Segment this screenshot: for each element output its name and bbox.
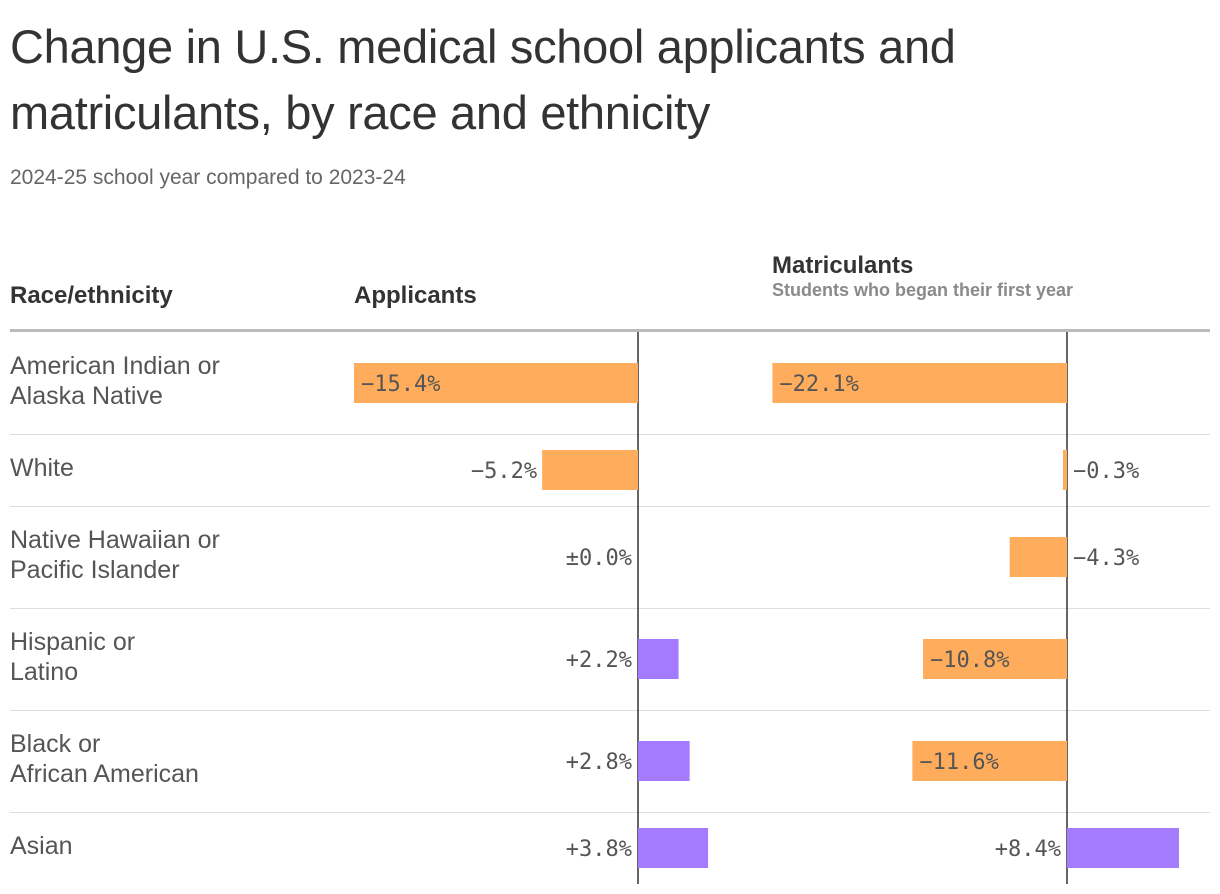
matriculants-column-subheader: Students who began their first year <box>772 280 1074 300</box>
data-label-matriculants: +8.4% <box>995 837 1061 862</box>
row-separator <box>10 710 1210 711</box>
data-label-matriculants: −0.3% <box>1073 459 1139 484</box>
data-label-applicants: +2.8% <box>566 750 632 775</box>
bar-applicants <box>638 828 709 868</box>
bar-matriculants <box>1067 828 1179 868</box>
data-label-applicants: −15.4% <box>361 372 440 397</box>
category-label: American Indian or Alaska Native <box>10 352 220 410</box>
race-column-header: Race/ethnicity <box>10 282 173 309</box>
data-label-matriculants: −4.3% <box>1073 546 1139 571</box>
bar-applicants <box>354 363 638 403</box>
bar-matriculants <box>1063 450 1067 490</box>
category-label: Asian <box>10 832 73 860</box>
data-label-applicants: −5.2% <box>471 459 537 484</box>
category-label: Hispanic or Latino <box>10 628 136 686</box>
bar-applicants <box>542 450 638 490</box>
category-label: Black or African American <box>10 730 199 788</box>
bar-matriculants <box>923 639 1067 679</box>
chart-title: Change in U.S. medical school applicants… <box>10 20 956 139</box>
bar-matriculants <box>1009 537 1067 577</box>
bar-matriculants <box>912 741 1067 781</box>
data-label-applicants: +2.2% <box>566 648 632 673</box>
row-separator <box>10 506 1210 507</box>
data-label-matriculants: −22.1% <box>779 372 858 397</box>
bar-applicants <box>638 639 679 679</box>
data-label-applicants: +3.8% <box>566 837 632 862</box>
header-rule <box>10 329 1210 332</box>
data-label-matriculants: −10.8% <box>930 648 1009 673</box>
data-label-matriculants: −11.6% <box>919 750 998 775</box>
row-separator <box>10 812 1210 813</box>
chart-subtitle: 2024-25 school year compared to 2023-24 <box>10 166 406 189</box>
data-label-applicants: ±0.0% <box>566 546 632 571</box>
applicants-column-header: Applicants <box>354 282 477 309</box>
row-separator <box>10 434 1210 435</box>
bar-matriculants <box>772 363 1067 403</box>
category-label: White <box>10 454 74 482</box>
row-separator <box>10 608 1210 609</box>
category-label: Native Hawaiian or Pacific Islander <box>10 526 220 584</box>
bar-applicants <box>638 741 690 781</box>
matriculants-column-header: Matriculants <box>772 252 914 279</box>
